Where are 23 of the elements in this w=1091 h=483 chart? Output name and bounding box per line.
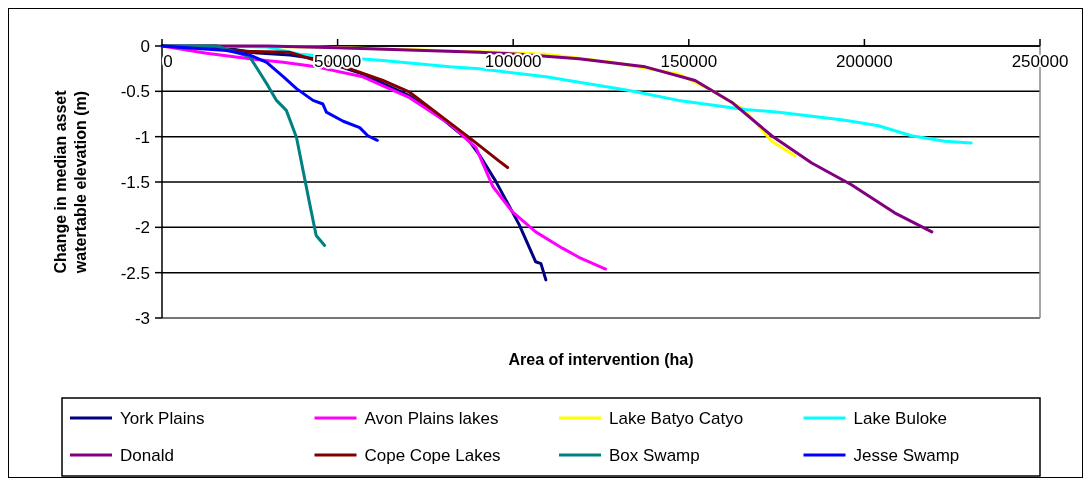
legend-label: Donald [120, 445, 174, 465]
y-axis-title: Change in median asset watertable elevation (m) [52, 89, 89, 275]
x-axis-title: Area of intervention (ha) [508, 351, 694, 368]
legend-label: York Plains [120, 408, 205, 428]
x-tick-label: 200000 [836, 52, 893, 71]
x-tick-label: 250000 [1011, 52, 1069, 71]
x-tick-label: 100000 [484, 52, 542, 71]
y-tick-label: 0 [140, 36, 150, 56]
legend-label: Box Swamp [609, 445, 700, 465]
legend-label: Jesse Swamp [853, 445, 960, 465]
y-tick-label: -2.5 [120, 263, 150, 283]
x-tick-label: 150000 [660, 52, 718, 71]
y-tick-label: -1 [134, 127, 150, 147]
line-series [160, 44, 379, 142]
legend-label: Lake Buloke [853, 408, 948, 428]
legend-label: Lake Batyo Catyo [609, 408, 744, 428]
y-tick-label: -0.5 [120, 82, 150, 102]
y-tick-label: -2 [134, 218, 150, 238]
x-tick-label: 0 [163, 52, 173, 71]
legend-label: Avon Plains lakes [364, 408, 499, 428]
legend-label: Cope Cope Lakes [364, 445, 501, 465]
y-tick-label: -1.5 [120, 172, 150, 192]
y-tick-label: -3 [134, 308, 150, 328]
